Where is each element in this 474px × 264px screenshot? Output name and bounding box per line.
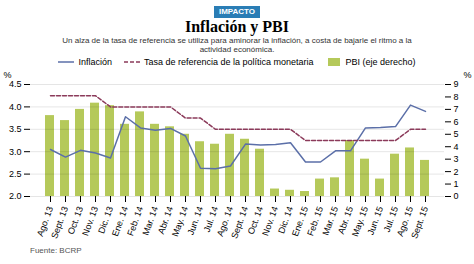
svg-text:Mar. 14: Mar. 14 (140, 205, 161, 237)
svg-text:7: 7 (454, 104, 459, 114)
svg-text:3: 3 (454, 154, 459, 164)
svg-text:Feb. 15: Feb. 15 (305, 205, 326, 238)
svg-text:5: 5 (454, 129, 459, 139)
svg-text:May. 14: May. 14 (170, 205, 191, 238)
svg-text:Dic. 14: Dic. 14 (276, 205, 296, 235)
svg-text:Mar. 15: Mar. 15 (320, 205, 341, 237)
svg-text:Ene. 14: Ene. 14 (110, 205, 131, 238)
svg-text:6: 6 (454, 117, 459, 127)
svg-text:1: 1 (454, 179, 459, 189)
svg-text:4: 4 (454, 142, 459, 152)
svg-text:Abr. 15: Abr. 15 (335, 205, 356, 236)
svg-text:Nov. 14: Nov. 14 (260, 205, 281, 238)
svg-text:4.5: 4.5 (9, 79, 22, 89)
svg-text:4.0: 4.0 (9, 102, 22, 112)
svg-text:3.0: 3.0 (9, 147, 22, 157)
svg-text:Sept. 14: Sept. 14 (229, 205, 250, 240)
svg-text:Sept. 15: Sept. 15 (409, 205, 430, 240)
svg-text:3.5: 3.5 (9, 124, 22, 134)
html-text:IMPACTO: IMPACTO (218, 7, 256, 16)
svg-text:%: % (4, 70, 12, 80)
svg-text:Ago. 15: Ago. 15 (395, 205, 416, 238)
html-text:Fuente: BCRP: Fuente: BCRP (30, 246, 82, 255)
svg-text:2.0: 2.0 (9, 191, 22, 201)
svg-text:Dic. 13: Dic. 13 (96, 205, 116, 235)
svg-text:Feb. 14: Feb. 14 (125, 205, 146, 238)
svg-text:2: 2 (454, 166, 459, 176)
svg-text:May. 15: May. 15 (350, 205, 371, 238)
html-text:Tasa de referencia de la polít: Tasa de referencia de la política moneta… (143, 57, 314, 67)
svg-text:Ago. 14: Ago. 14 (215, 205, 236, 238)
svg-text:Abr. 14: Abr. 14 (155, 205, 176, 236)
svg-text:8: 8 (454, 92, 459, 102)
html-text:Un alza de la tasa de referenc: Un alza de la tasa de referencia se util… (62, 36, 412, 54)
svg-text:Oct. 14: Oct. 14 (245, 205, 266, 236)
svg-text:0: 0 (454, 191, 459, 201)
svg-text:Jul. 15: Jul. 15 (381, 205, 401, 234)
html-text:PBI (eje derecho): PBI (eje derecho) (345, 57, 416, 67)
svg-text:Oct. 13: Oct. 13 (65, 205, 86, 236)
svg-text:2.5: 2.5 (9, 169, 22, 179)
svg-text:Jul. 14: Jul. 14 (201, 205, 221, 234)
html-text:Inflación y PBI: Inflación y PBI (185, 18, 289, 35)
svg-text:%: % (463, 70, 471, 80)
svg-text:9: 9 (454, 79, 459, 89)
svg-text:Ene. 15: Ene. 15 (290, 205, 311, 238)
svg-text:Jun. 15: Jun. 15 (366, 205, 385, 236)
svg-text:Ago. 13: Ago. 13 (35, 205, 56, 238)
svg-text:Nov. 13: Nov. 13 (80, 205, 101, 238)
html-text:Inflación: Inflación (78, 57, 112, 67)
svg-text:Jun. 14: Jun. 14 (186, 205, 205, 236)
svg-text:Sept. 13: Sept. 13 (49, 205, 70, 240)
